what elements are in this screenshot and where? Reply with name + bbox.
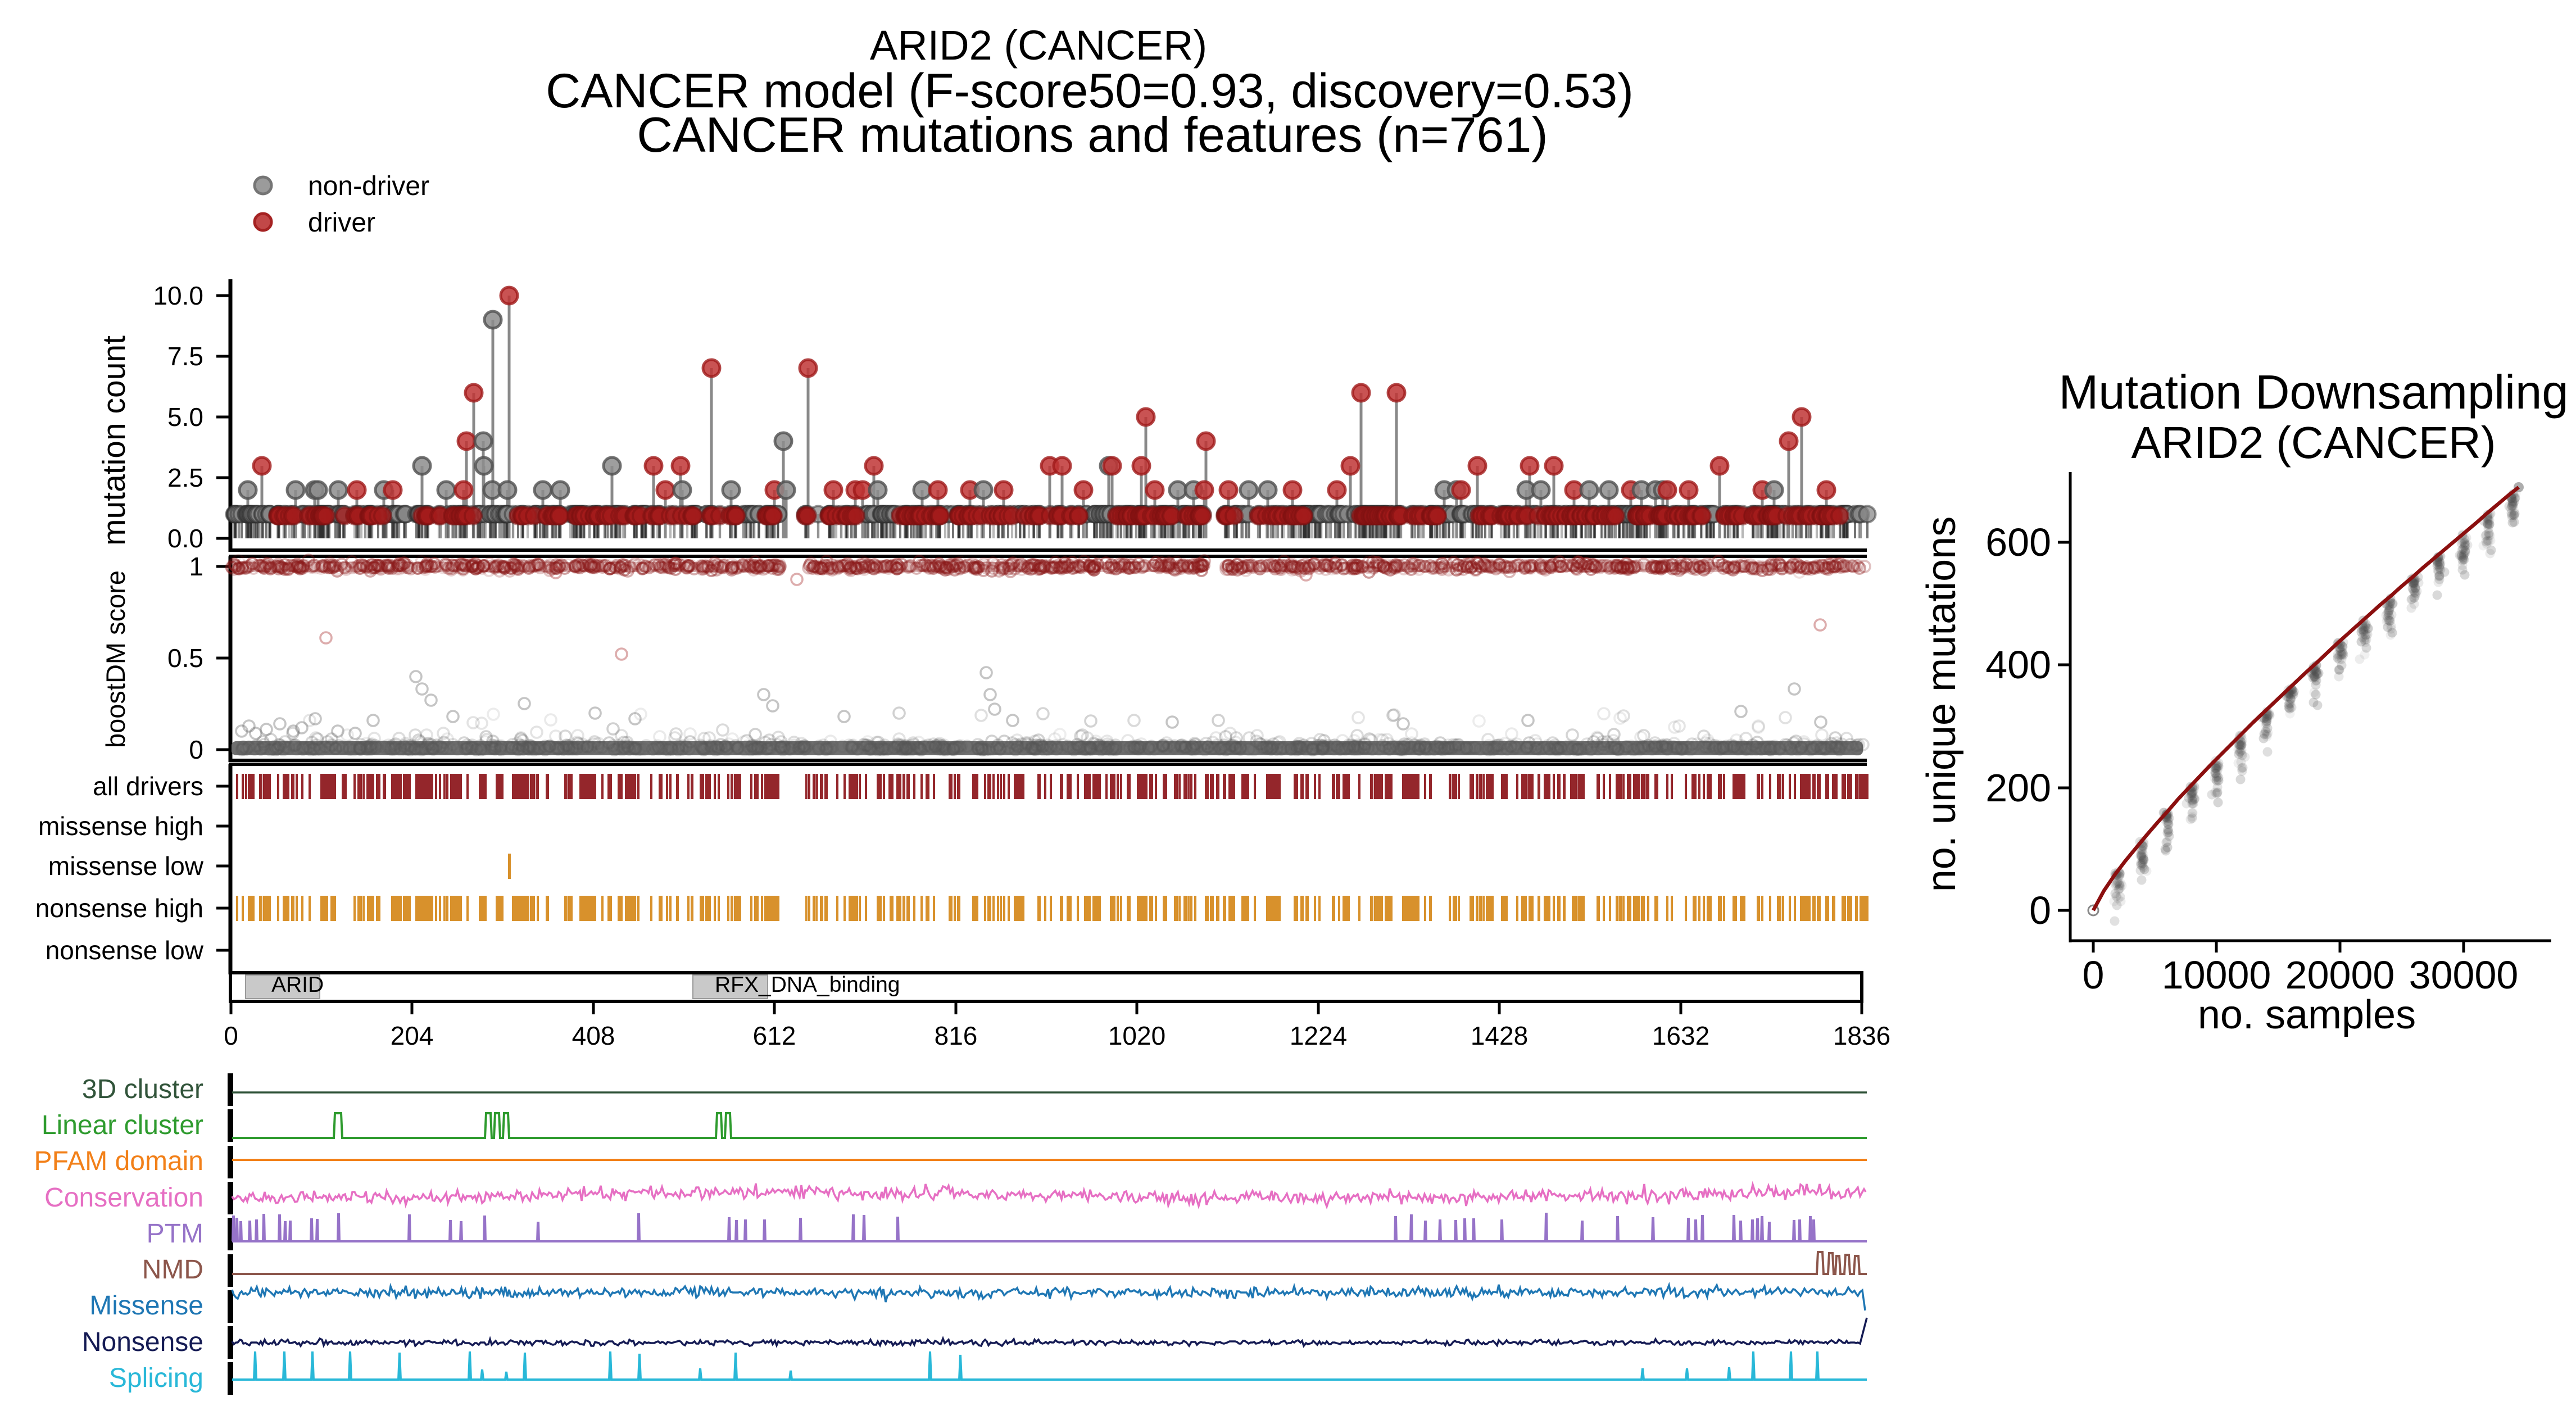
svg-text:612: 612 (753, 1021, 796, 1050)
svg-text:0: 0 (2083, 953, 2105, 997)
svg-text:ARID2 (CANCER): ARID2 (CANCER) (870, 22, 1207, 69)
svg-text:816: 816 (935, 1021, 978, 1050)
svg-text:Splicing: Splicing (109, 1363, 203, 1393)
svg-text:ARID2 (CANCER): ARID2 (CANCER) (2131, 418, 2496, 468)
svg-text:nonsense high: nonsense high (35, 894, 203, 923)
svg-text:boostDM score: boostDM score (101, 570, 130, 748)
svg-text:10000: 10000 (2162, 953, 2271, 997)
svg-text:Missense: Missense (89, 1291, 203, 1321)
svg-text:PTM: PTM (147, 1219, 203, 1249)
svg-text:1632: 1632 (1652, 1021, 1709, 1050)
svg-text:400: 400 (1985, 643, 2051, 687)
svg-text:CANCER mutations and features: CANCER mutations and features (n=761) (637, 107, 1548, 162)
svg-text:0: 0 (224, 1021, 238, 1050)
svg-text:Conservation: Conservation (44, 1183, 203, 1213)
svg-text:CANCER model (F-score50=0.93,: CANCER model (F-score50=0.93, discovery=… (546, 64, 1634, 118)
svg-text:0.5: 0.5 (167, 643, 203, 673)
svg-text:NMD: NMD (142, 1255, 203, 1285)
svg-text:Linear cluster: Linear cluster (42, 1110, 203, 1140)
svg-text:missense low: missense low (48, 851, 204, 881)
svg-text:0.0: 0.0 (167, 524, 203, 553)
svg-text:200: 200 (1985, 766, 2051, 810)
svg-text:non-driver: non-driver (308, 171, 429, 201)
svg-text:408: 408 (572, 1021, 615, 1050)
svg-text:7.5: 7.5 (167, 342, 203, 371)
svg-text:0: 0 (2029, 888, 2051, 932)
svg-text:no. samples: no. samples (2198, 992, 2416, 1037)
svg-text:600: 600 (1985, 520, 2051, 564)
svg-text:2.5: 2.5 (167, 463, 203, 492)
svg-text:PFAM domain: PFAM domain (34, 1146, 203, 1176)
svg-text:missense high: missense high (38, 811, 203, 841)
svg-text:Nonsense: Nonsense (82, 1327, 203, 1357)
svg-text:1020: 1020 (1108, 1021, 1165, 1050)
svg-text:all drivers: all drivers (93, 772, 203, 801)
svg-text:1836: 1836 (1833, 1021, 1890, 1050)
svg-text:Mutation Downsampling: Mutation Downsampling (2058, 366, 2568, 419)
svg-text:10.0: 10.0 (153, 281, 203, 310)
svg-text:RFX_DNA_binding: RFX_DNA_binding (715, 973, 900, 997)
svg-text:204: 204 (391, 1021, 434, 1050)
svg-text:30000: 30000 (2409, 953, 2519, 997)
svg-text:mutation count: mutation count (96, 335, 132, 546)
svg-text:3D cluster: 3D cluster (82, 1074, 203, 1104)
svg-text:20000: 20000 (2285, 953, 2395, 997)
svg-text:0: 0 (189, 735, 203, 764)
svg-text:1428: 1428 (1471, 1021, 1528, 1050)
svg-text:1: 1 (189, 552, 203, 581)
svg-text:1224: 1224 (1290, 1021, 1347, 1050)
svg-text:5.0: 5.0 (167, 402, 203, 432)
svg-text:nonsense low: nonsense low (46, 936, 204, 965)
svg-text:ARID: ARID (271, 973, 324, 997)
svg-text:driver: driver (308, 208, 375, 238)
svg-text:no. unique mutations: no. unique mutations (1919, 516, 1964, 892)
